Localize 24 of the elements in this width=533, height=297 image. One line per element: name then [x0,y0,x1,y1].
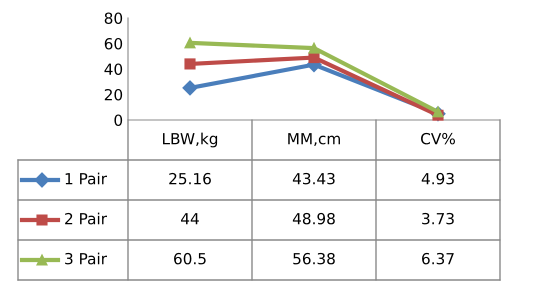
x-tick-label: MM,cm [288,133,340,146]
x-tick-label: CV% [421,132,455,144]
data-label: 25.16 [169,172,211,184]
data-label: 48.98 [292,212,335,224]
legend-label: 2 Pair [65,212,107,224]
point [184,58,196,70]
x-tick-label: LBW,kg [163,132,218,148]
data-label: 4.93 [422,172,454,184]
legend-label: 3 Pair [65,252,107,264]
y-tick-label: 80 [104,12,122,24]
y-tick-label: 20 [104,88,122,101]
data-label: 56.38 [293,252,335,264]
data-label: 60.5 [174,252,206,264]
point [182,80,198,96]
point [184,37,196,48]
data-label: 43.43 [292,172,335,184]
point [308,42,320,54]
data-label: 3.73 [422,212,454,224]
data-label: 44 [181,213,199,224]
y-tick-label: 60 [104,38,122,50]
y-tick-label: 0 [114,114,122,126]
legend-label: 1 Pair [66,172,107,184]
y-tick-label: 40 [104,63,122,76]
data-label: 6.37 [422,252,454,264]
